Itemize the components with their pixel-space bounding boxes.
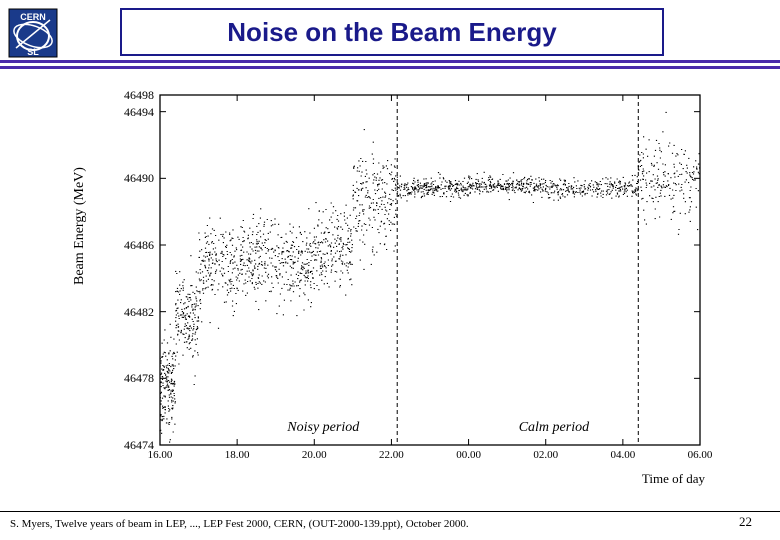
- logo-text-top: CERN: [20, 12, 46, 22]
- footer-citation: S. Myers, Twelve years of beam in LEP, .…: [10, 518, 469, 530]
- header-rule-top: [0, 60, 780, 63]
- ytick-label: 46478: [106, 371, 154, 386]
- cern-logo: CERN SL: [8, 8, 58, 58]
- xtick-label: 20.00: [294, 449, 334, 461]
- xtick-label: 00.00: [449, 449, 489, 461]
- chart-canvas: [100, 85, 715, 465]
- slide-header: CERN SL Noise on the Beam Energy: [0, 0, 780, 70]
- xtick-label: 04.00: [603, 449, 643, 461]
- ytick-label: 46490: [106, 171, 154, 186]
- beam-energy-chart: Beam Energy (MeV) Time of day 4647446478…: [100, 85, 715, 485]
- logo-text-bottom: SL: [27, 47, 39, 57]
- xtick-label: 06.00: [680, 449, 720, 461]
- title-box: Noise on the Beam Energy: [120, 8, 664, 56]
- ytick-label: 46482: [106, 305, 154, 320]
- region-label: Noisy period: [287, 420, 359, 436]
- footer-rule: [0, 511, 780, 512]
- region-label: Calm period: [519, 420, 589, 436]
- xtick-label: 02.00: [526, 449, 566, 461]
- chart-ylabel: Beam Energy (MeV): [72, 167, 88, 285]
- ytick-label: 46498: [106, 88, 154, 103]
- xtick-label: 16.00: [140, 449, 180, 461]
- xtick-label: 18.00: [217, 449, 257, 461]
- ytick-label: 46494: [106, 105, 154, 120]
- chart-xlabel: Time of day: [642, 471, 705, 487]
- page-number: 22: [739, 514, 752, 530]
- header-rule-bottom: [0, 66, 780, 69]
- slide-title: Noise on the Beam Energy: [227, 17, 556, 48]
- ytick-label: 46486: [106, 238, 154, 253]
- xtick-label: 22.00: [371, 449, 411, 461]
